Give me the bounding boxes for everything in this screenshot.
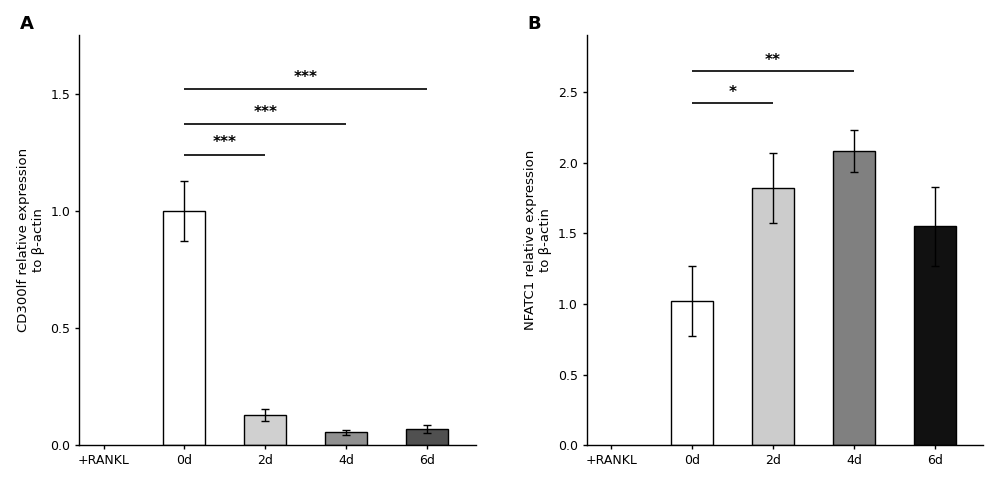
Y-axis label: CD300lf relative expression
to β-actin: CD300lf relative expression to β-actin bbox=[17, 148, 45, 333]
Y-axis label: NFATC1 relative expression
to β-actin: NFATC1 relative expression to β-actin bbox=[524, 150, 552, 331]
Text: *: * bbox=[729, 85, 737, 100]
Text: ***: *** bbox=[253, 105, 277, 120]
Bar bbox=[406, 429, 448, 445]
Bar bbox=[325, 432, 367, 445]
Text: A: A bbox=[20, 15, 34, 33]
Text: ***: *** bbox=[213, 135, 237, 150]
Text: **: ** bbox=[765, 53, 781, 68]
Bar bbox=[671, 301, 713, 445]
Text: B: B bbox=[527, 15, 541, 33]
Bar bbox=[833, 151, 875, 445]
Bar bbox=[244, 415, 286, 445]
Bar bbox=[163, 211, 205, 445]
Text: ***: *** bbox=[294, 70, 318, 85]
Bar bbox=[752, 188, 794, 445]
Bar bbox=[914, 226, 956, 445]
